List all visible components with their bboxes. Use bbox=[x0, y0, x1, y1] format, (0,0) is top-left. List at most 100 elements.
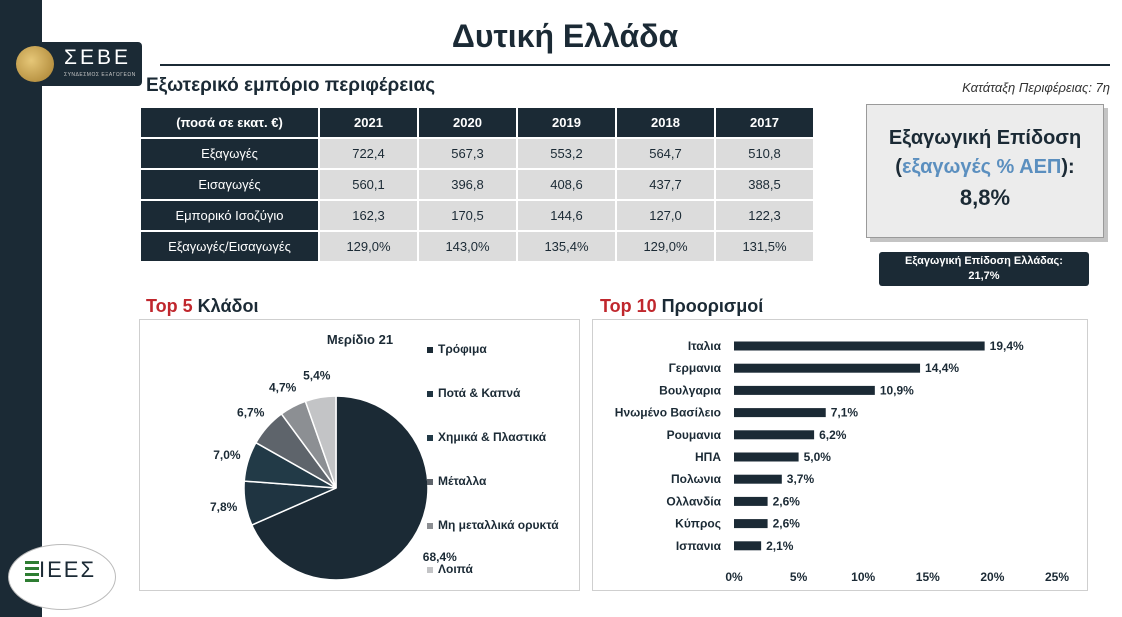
bar-category-label: Ολλανδία bbox=[666, 494, 721, 508]
legend-swatch bbox=[427, 478, 433, 485]
bar-data-label: 14,4% bbox=[925, 361, 959, 375]
table-cell: 162,3 bbox=[320, 201, 417, 230]
table-cell: 388,5 bbox=[716, 170, 813, 199]
kpi-title: Εξαγωγική Επίδοση bbox=[888, 127, 1082, 149]
legend-swatch bbox=[427, 390, 433, 397]
bar bbox=[734, 496, 768, 506]
bar-category-label: Βουλγαρια bbox=[659, 383, 721, 397]
table-cell: 510,8 bbox=[716, 139, 813, 168]
bar-data-label: 5,0% bbox=[804, 450, 832, 464]
legend-label: Λοιπά bbox=[438, 562, 473, 576]
legend-item: Μέταλλα bbox=[427, 474, 486, 488]
legend-item: Ποτά & Καπνά bbox=[427, 386, 520, 400]
bar-category-label: Κύπρος bbox=[675, 517, 721, 531]
pie-data-label: 5,4% bbox=[303, 369, 331, 383]
logo-subtitle: ΣΥΝΔΕΣΜΟΣ ΕΞΑΓΩΓΕΩΝ bbox=[64, 72, 136, 78]
table-cell: 564,7 bbox=[617, 139, 714, 168]
pie-data-label: 7,8% bbox=[210, 500, 238, 514]
legend-swatch bbox=[427, 346, 433, 353]
legend-label: Ποτά & Καπνά bbox=[438, 386, 521, 400]
iees-logo-icon bbox=[25, 561, 39, 583]
row-header: Εμπορικό Ισοζύγιο bbox=[141, 201, 318, 230]
legend-item: Λοιπά bbox=[427, 562, 473, 576]
table-cell: 143,0% bbox=[419, 232, 516, 261]
table-cell: 437,7 bbox=[617, 170, 714, 199]
header-cell: 2020 bbox=[419, 108, 516, 137]
table-cell: 408,6 bbox=[518, 170, 615, 199]
table-cell: 127,0 bbox=[617, 201, 714, 230]
row-header: Εξαγωγές bbox=[141, 139, 318, 168]
bar bbox=[734, 541, 762, 551]
bar bbox=[734, 452, 799, 462]
seve-emblem-icon bbox=[16, 46, 54, 82]
header-cell: (ποσά σε εκατ. €) bbox=[141, 108, 318, 137]
seve-logo: ΣΕΒΕ ΣΥΝΔΕΣΜΟΣ ΕΞΑΓΩΓΕΩΝ bbox=[12, 42, 142, 86]
sectors-pie-chart: Μερίδιο 21 68,4% 7,8% 7,0% 6,7% 4,7% 5,4% bbox=[210, 332, 457, 581]
kpi-value: 8,8% bbox=[959, 185, 1011, 210]
x-tick-label: 20% bbox=[980, 570, 1004, 584]
pie-data-label: 4,7% bbox=[269, 380, 297, 394]
kpi-paren-open: ( bbox=[895, 156, 902, 178]
kpi-paren-close: ): bbox=[1061, 156, 1075, 178]
bar-category-label: Ρουμανια bbox=[667, 428, 722, 442]
destinations-heading-top: Top 10 bbox=[600, 296, 657, 316]
kpi-subtitle: (εξαγωγές % ΑΕΠ): bbox=[867, 156, 1103, 179]
sectors-heading-top: Top 5 bbox=[146, 296, 193, 316]
legend-label: Μέταλλα bbox=[438, 474, 487, 488]
table-cell: 131,5% bbox=[716, 232, 813, 261]
section-subtitle: Εξωτερικό εμπόριο περιφέρειας bbox=[146, 75, 436, 96]
pie-title: Μερίδιο 21 bbox=[327, 332, 393, 347]
greece-performance-badge: Εξαγωγική Επίδοση Ελλάδας: 21,7% bbox=[879, 252, 1089, 286]
kpi-subtitle-highlight: εξαγωγές % ΑΕΠ bbox=[901, 156, 1062, 178]
pie-data-label: 6,7% bbox=[237, 405, 265, 419]
pie-data-label: 7,0% bbox=[213, 448, 241, 462]
table-cell: 560,1 bbox=[320, 170, 417, 199]
bar-category-label: ΗΠΑ bbox=[695, 450, 721, 464]
table-cell: 135,4% bbox=[518, 232, 615, 261]
legend-swatch bbox=[427, 434, 433, 441]
table-cell: 129,0% bbox=[617, 232, 714, 261]
bar bbox=[734, 474, 782, 484]
bar bbox=[734, 385, 875, 395]
legend-swatch bbox=[427, 566, 433, 573]
table-cell: 396,8 bbox=[419, 170, 516, 199]
bar bbox=[734, 363, 921, 373]
table-row: Εμπορικό Ισοζύγιο 162,3 170,5 144,6 127,… bbox=[141, 201, 813, 230]
table-cell: 170,5 bbox=[419, 201, 516, 230]
table-cell: 553,2 bbox=[518, 139, 615, 168]
bar-data-label: 10,9% bbox=[880, 383, 914, 397]
bar-category-label: Ηνωμένο Βασίλειο bbox=[615, 406, 721, 420]
iees-logo: ΙΕΕΣ bbox=[8, 544, 116, 610]
destinations-heading: Top 10 Προορισμοί bbox=[600, 296, 763, 317]
header-cell: 2017 bbox=[716, 108, 813, 137]
bar-data-label: 7,1% bbox=[831, 406, 859, 420]
sectors-heading-rest: Κλάδοι bbox=[192, 296, 259, 316]
pie-data-label: 68,4% bbox=[423, 550, 457, 564]
x-tick-label: 10% bbox=[851, 570, 875, 584]
logo-text: ΣΕΒΕ bbox=[64, 46, 132, 69]
legend-item: Μη μεταλλικά ορυκτά bbox=[427, 518, 559, 532]
legend-item: Χημικά & Πλαστικά bbox=[427, 430, 546, 444]
bar-category-label: Γερμανια bbox=[669, 361, 722, 375]
header-cell: 2018 bbox=[617, 108, 714, 137]
table-cell: 722,4 bbox=[320, 139, 417, 168]
bar-data-label: 3,7% bbox=[787, 472, 815, 486]
bar-category-label: Πολωνια bbox=[671, 472, 722, 486]
table-cell: 567,3 bbox=[419, 139, 516, 168]
bar-data-label: 19,4% bbox=[990, 339, 1024, 353]
bar bbox=[734, 519, 768, 529]
export-performance-box: Εξαγωγική Επίδοση (εξαγωγές % ΑΕΠ): 8,8% bbox=[866, 104, 1104, 238]
legend-label: Τρόφιμα bbox=[438, 342, 487, 356]
table-cell: 122,3 bbox=[716, 201, 813, 230]
destinations-chart-panel: Ιταλια 19,4% Γερμανια 14,4% Βουλγαρια 10,9% Ην… bbox=[592, 319, 1088, 591]
left-sidebar-strip bbox=[0, 0, 42, 617]
bar-data-label: 6,2% bbox=[819, 428, 847, 442]
legend-label: Χημικά & Πλαστικά bbox=[438, 430, 547, 444]
trade-table-header: (ποσά σε εκατ. €) 2021 2020 2019 2018 20… bbox=[141, 108, 813, 137]
bar bbox=[734, 430, 815, 440]
bar-data-label: 2,6% bbox=[773, 494, 801, 508]
page-title: Δυτική Ελλάδα bbox=[451, 18, 679, 54]
bar bbox=[734, 341, 985, 351]
destinations-bar-chart: Ιταλια 19,4% Γερμανια 14,4% Βουλγαρια 10,9% Ην… bbox=[615, 339, 1070, 584]
bar-category-label: Ιταλια bbox=[688, 339, 722, 353]
